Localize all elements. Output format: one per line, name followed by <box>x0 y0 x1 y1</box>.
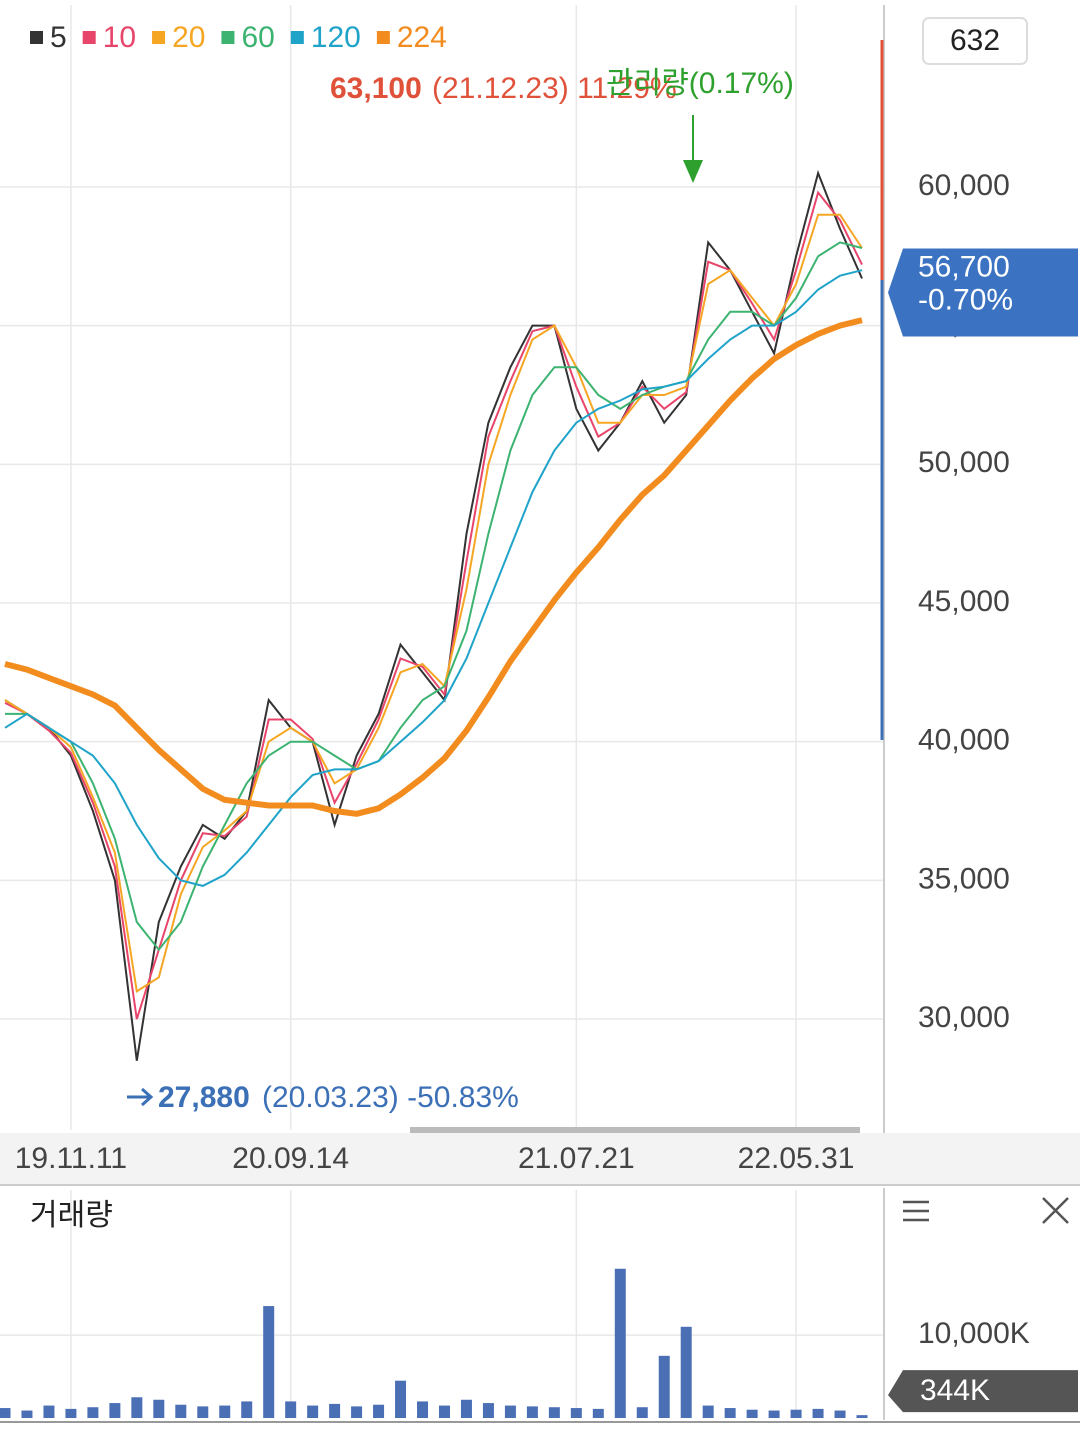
volume-bar <box>241 1401 253 1418</box>
volume-bar <box>812 1408 824 1418</box>
volume-bar <box>856 1415 868 1418</box>
low-arrow <box>127 1087 154 1107</box>
volume-bar <box>768 1410 780 1418</box>
y-tick-label: 10,000K <box>918 1317 1030 1350</box>
volume-bar <box>395 1380 407 1418</box>
high-detail: (21.12.23) 11.29% <box>432 72 677 105</box>
low-detail: (20.03.23) -50.83% <box>262 1081 519 1114</box>
ma-line <box>4 317 863 817</box>
y-tick-label: 60,000 <box>918 169 1010 202</box>
volume-bar <box>417 1401 429 1418</box>
volume-bar <box>790 1409 802 1418</box>
current-label: 56,700 <box>918 250 1010 283</box>
volume-bar <box>614 1268 626 1418</box>
volume-bar <box>504 1405 516 1418</box>
volume-bar <box>351 1406 363 1418</box>
volume-bar <box>329 1403 341 1418</box>
legend-swatch <box>30 31 43 44</box>
current-label: 344K <box>920 1374 990 1407</box>
volume-bar <box>131 1397 143 1418</box>
volume-bar <box>658 1355 670 1418</box>
legend-swatch <box>82 31 96 44</box>
volume-bar <box>592 1408 604 1418</box>
y-tick-label: 45,000 <box>918 585 1010 618</box>
low-label: 27,880 <box>158 1081 250 1114</box>
current-tag <box>888 248 1078 337</box>
ma-line <box>4 190 863 1020</box>
x-tick-label: 19.11.11 <box>15 1142 127 1175</box>
volume-bar <box>373 1404 385 1418</box>
legend-label: 60 <box>241 21 274 54</box>
volume-bar <box>65 1408 77 1418</box>
legend-swatch <box>221 31 235 44</box>
volume-bar <box>285 1401 297 1418</box>
volume-bar <box>702 1405 714 1418</box>
ma-line <box>4 169 863 1061</box>
x-axis-strip <box>0 1133 1080 1185</box>
volume-bar <box>197 1406 209 1418</box>
volume-bar <box>43 1405 55 1418</box>
legend-label: 224 <box>397 21 447 54</box>
scrollbar[interactable] <box>410 1127 860 1133</box>
marker-label: 관리량(0.17%) <box>606 67 794 100</box>
ma-line <box>4 269 863 887</box>
menu-icon[interactable] <box>903 1200 929 1222</box>
volume-bar <box>175 1404 187 1418</box>
volume-title: 거래량 <box>30 1199 113 1232</box>
y-tick-label: 35,000 <box>918 862 1010 895</box>
x-tick-label: 21.07.21 <box>518 1142 635 1175</box>
y-tick-label: 40,000 <box>918 724 1010 757</box>
x-tick-label: 20.09.14 <box>232 1142 349 1175</box>
count-label: 632 <box>950 24 1000 57</box>
volume-bar <box>438 1405 450 1418</box>
volume-bar <box>0 1408 11 1418</box>
volume-bar <box>87 1407 99 1418</box>
volume-bar <box>219 1405 231 1418</box>
volume-bar <box>746 1409 758 1418</box>
volume-bar <box>680 1326 692 1418</box>
volume-bar <box>460 1399 472 1418</box>
volume-bar <box>263 1306 275 1418</box>
volume-bar <box>834 1410 846 1418</box>
legend-label: 10 <box>103 21 136 54</box>
y-tick-label: 30,000 <box>918 1001 1010 1034</box>
high-label: 63,100 <box>330 72 422 105</box>
volume-bar <box>548 1407 560 1418</box>
volume-bar <box>307 1405 319 1418</box>
volume-bar <box>570 1408 582 1418</box>
volume-bar <box>526 1406 538 1418</box>
legend-label: 5 <box>50 21 67 54</box>
volume-bar <box>482 1403 494 1418</box>
volume-bar <box>109 1403 121 1418</box>
marker-arrowhead <box>683 160 703 183</box>
legend-swatch <box>290 31 304 44</box>
volume-bar <box>724 1408 736 1418</box>
volume-bar <box>153 1399 165 1418</box>
legend-swatch <box>152 31 166 44</box>
volume-bar <box>21 1410 33 1418</box>
legend-label: 20 <box>172 21 205 54</box>
current-tag <box>888 1370 1078 1413</box>
ma-line <box>5 241 863 952</box>
x-tick-label: 22.05.31 <box>738 1142 855 1175</box>
legend-label: 120 <box>311 21 361 54</box>
y-tick-label: 50,000 <box>918 446 1010 479</box>
close-icon[interactable] <box>1042 1197 1069 1224</box>
count-box[interactable] <box>922 17 1028 65</box>
legend-swatch <box>376 31 390 44</box>
current-change: -0.70% <box>918 283 1013 316</box>
volume-bar <box>636 1407 648 1418</box>
ma-line <box>4 213 863 993</box>
